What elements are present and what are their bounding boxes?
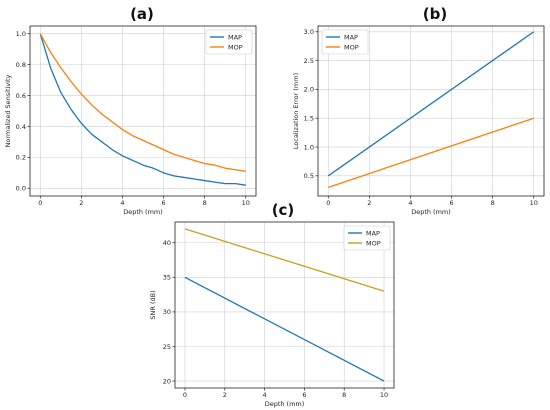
legend-label-mop: MOP bbox=[344, 43, 359, 51]
y-tick-label: 2.5 bbox=[304, 57, 314, 65]
x-tick-label: 4 bbox=[263, 391, 267, 399]
x-tick-label: 4 bbox=[120, 199, 124, 207]
y-tick-label: 40 bbox=[163, 239, 171, 247]
series-line-mop bbox=[39, 33, 246, 172]
series-line-map bbox=[39, 33, 246, 186]
y-tick-label: 35 bbox=[163, 274, 171, 282]
plot-frame bbox=[174, 221, 395, 389]
y-tick-label: 0.6 bbox=[16, 92, 26, 100]
y-tick-label: 25 bbox=[163, 343, 171, 351]
y-tick-label: 0.2 bbox=[16, 154, 26, 162]
x-tick-label: 2 bbox=[79, 199, 83, 207]
x-tick-label: 8 bbox=[342, 391, 346, 399]
y-tick-label: 3.0 bbox=[304, 28, 314, 36]
legend-label-mop: MOP bbox=[228, 43, 243, 51]
x-tick-label: 6 bbox=[161, 199, 165, 207]
panel-b: (b) 0 2 4 6 8 10 0.5 1.0 1.5 2.0 2.5 3.0 Depth (mm) L… bbox=[292, 5, 545, 216]
y-tick-label: 30 bbox=[163, 308, 171, 316]
x-tick-label: 6 bbox=[302, 391, 306, 399]
y-tick-label: 0.8 bbox=[16, 61, 26, 69]
series-line-mop bbox=[328, 117, 534, 188]
y-axis-label: SNR (dB) bbox=[149, 290, 157, 319]
plot-frame bbox=[29, 25, 257, 197]
panel-b-label: (b) bbox=[423, 5, 447, 23]
x-tick-label: 4 bbox=[408, 199, 412, 207]
x-tick-label: 10 bbox=[242, 199, 250, 207]
legend-label-map: MAP bbox=[228, 33, 242, 41]
x-tick-label: 6 bbox=[449, 199, 453, 207]
x-axis-label: Depth (mm) bbox=[411, 208, 451, 216]
legend: MAP MOP bbox=[321, 29, 369, 55]
x-tick-label: 10 bbox=[380, 391, 388, 399]
y-tick-label: 20 bbox=[163, 377, 171, 385]
y-tick-label: 1.0 bbox=[304, 143, 314, 151]
legend-box bbox=[343, 225, 391, 251]
y-tick-label: 0.5 bbox=[304, 172, 314, 180]
panel-a-label: (a) bbox=[130, 5, 154, 23]
x-tick-label: 2 bbox=[367, 199, 371, 207]
y-tick-label: 1.0 bbox=[16, 30, 26, 38]
panel-a: (a) 0 2 4 6 8 10 0.0 0.2 0.4 0.6 0.8 1.0 Depth (mm) N… bbox=[4, 5, 257, 216]
legend-label-mop: MOP bbox=[366, 239, 381, 247]
series-line-map bbox=[327, 31, 535, 177]
x-tick-label: 0 bbox=[38, 199, 42, 207]
legend-label-map: MAP bbox=[366, 229, 380, 237]
x-tick-label: 0 bbox=[326, 199, 330, 207]
legend: MAP MOP bbox=[205, 29, 253, 55]
legend: MAP MOP bbox=[343, 225, 391, 251]
panel-c-label: (c) bbox=[272, 201, 295, 219]
x-axis-label: Depth (mm) bbox=[265, 400, 305, 408]
y-axis-label: Localization Error (mm) bbox=[292, 73, 300, 149]
y-axis-label: Normalized Sensitivity bbox=[4, 74, 12, 147]
y-tick-label: 1.5 bbox=[304, 115, 314, 123]
legend-box bbox=[321, 29, 369, 55]
series-line-map bbox=[184, 276, 385, 382]
legend-label-map: MAP bbox=[344, 33, 358, 41]
x-tick-label: 10 bbox=[530, 199, 538, 207]
x-tick-label: 0 bbox=[183, 391, 187, 399]
x-tick-label: 8 bbox=[203, 199, 207, 207]
y-tick-label: 0.0 bbox=[16, 185, 26, 193]
y-tick-label: 0.4 bbox=[16, 123, 26, 131]
series-line-mop bbox=[184, 228, 385, 292]
legend-box bbox=[205, 29, 253, 55]
x-axis-label: Depth (mm) bbox=[123, 208, 163, 216]
y-tick-label: 2.0 bbox=[304, 86, 314, 94]
x-tick-label: 8 bbox=[491, 199, 495, 207]
x-tick-label: 2 bbox=[223, 391, 227, 399]
plot-frame bbox=[317, 25, 545, 197]
